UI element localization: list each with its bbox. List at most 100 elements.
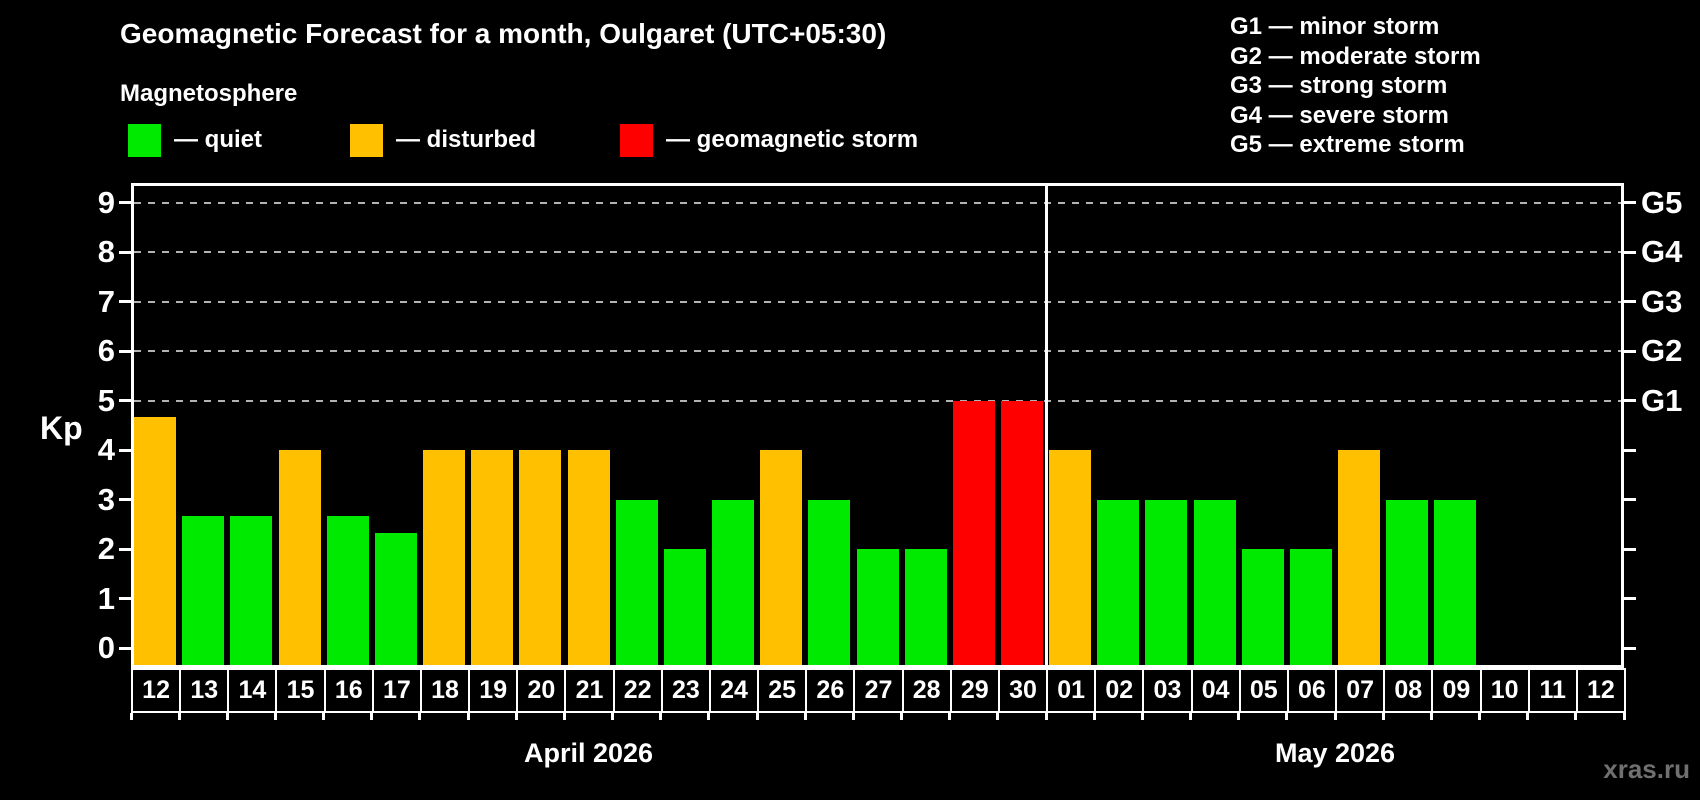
y-tick-label-9: 9 bbox=[97, 184, 115, 220]
y-tick-label-2: 2 bbox=[97, 531, 115, 567]
kp-bar-day-15 bbox=[278, 450, 321, 668]
kp-bar-day-28 bbox=[904, 549, 947, 668]
g-axis-tick-1 bbox=[1624, 597, 1636, 601]
day-label-07: 07 bbox=[1335, 668, 1386, 713]
g-legend-line-g5: G5 — extreme storm bbox=[1230, 131, 1465, 158]
g-axis-label-g1: G1 bbox=[1641, 382, 1683, 418]
y-tick-label-1: 1 bbox=[97, 580, 115, 616]
day-label-13: 13 bbox=[179, 668, 230, 713]
g-axis-tick-4 bbox=[1624, 448, 1636, 452]
kp-bar-day-01 bbox=[1049, 450, 1092, 668]
kp-bar-day-08 bbox=[1386, 499, 1429, 668]
g-axis-tick-3 bbox=[1624, 498, 1636, 502]
day-boundary-tick bbox=[755, 713, 759, 720]
kp-bar-day-07 bbox=[1338, 450, 1381, 668]
day-boundary-tick bbox=[851, 713, 855, 720]
day-label-row: 12 13 14 15 16 17 18 19 20 21 22 23 24 25 26 27 28 29 30 01… bbox=[131, 668, 1626, 713]
gridline-kp-5 bbox=[134, 399, 1621, 402]
day-label-18: 18 bbox=[419, 668, 471, 713]
g-legend-line-g3: G3 — strong storm bbox=[1230, 72, 1448, 99]
day-label-11: 11 bbox=[1527, 668, 1578, 713]
y-tick-label-8: 8 bbox=[97, 234, 115, 270]
g-axis-tick-9 bbox=[1624, 201, 1636, 205]
kp-bar-day-19 bbox=[471, 450, 514, 668]
g-scale-legend: G1 — minor storm G2 — moderate storm G3 — … bbox=[1230, 12, 1481, 160]
kp-bar-day-27 bbox=[856, 549, 899, 668]
g-axis-label-g2: G2 bbox=[1641, 333, 1683, 369]
day-boundary-tick bbox=[273, 713, 277, 720]
g-legend-line-g4: G4 — severe storm bbox=[1230, 101, 1449, 129]
kp-bar-day-13 bbox=[182, 516, 225, 668]
day-label-29: 29 bbox=[949, 668, 1000, 713]
g-axis-tick-7 bbox=[1624, 300, 1636, 304]
day-boundary-tick bbox=[1478, 713, 1482, 720]
month-label-april: April 2026 bbox=[523, 738, 654, 768]
day-label-30: 30 bbox=[997, 668, 1049, 713]
day-boundary-tick bbox=[900, 713, 904, 720]
gridline-kp-8 bbox=[134, 251, 1621, 254]
kp-bar-day-30 bbox=[1000, 400, 1043, 668]
day-boundary-tick bbox=[1189, 713, 1193, 720]
day-label-12: 12 bbox=[131, 668, 182, 713]
chart-title: Geomagnetic Forecast for a month, Oulgar… bbox=[120, 18, 887, 49]
day-label-01: 01 bbox=[1046, 668, 1097, 713]
chart-subtitle: Magnetosphere bbox=[120, 80, 298, 107]
day-boundary-tick bbox=[129, 713, 133, 720]
legend-swatch-disturbed bbox=[350, 123, 383, 157]
day-label-16: 16 bbox=[323, 668, 374, 713]
kp-bar-day-17 bbox=[374, 532, 417, 668]
y-axis-label-kp: Kp bbox=[40, 410, 83, 446]
day-label-24: 24 bbox=[708, 668, 760, 713]
y-tick-label-6: 6 bbox=[97, 333, 115, 369]
day-boundary-tick bbox=[659, 713, 663, 720]
day-label-21: 21 bbox=[564, 668, 615, 713]
day-boundary-tick bbox=[1333, 713, 1337, 720]
day-label-22: 22 bbox=[612, 668, 663, 713]
day-label-02: 02 bbox=[1094, 668, 1145, 713]
g-axis-tick-2 bbox=[1624, 547, 1636, 551]
kp-bar-day-06 bbox=[1289, 549, 1332, 668]
plot-area bbox=[131, 183, 1624, 668]
day-boundary-tick bbox=[1140, 713, 1144, 720]
day-label-09: 09 bbox=[1431, 668, 1482, 713]
day-label-12: 12 bbox=[1575, 668, 1626, 713]
y-axis-tick-3 bbox=[119, 498, 131, 502]
kp-bar-day-02 bbox=[1097, 499, 1140, 668]
y-tick-label-5: 5 bbox=[97, 382, 115, 418]
day-boundary-tick bbox=[611, 713, 615, 720]
day-boundary-tick bbox=[1429, 713, 1433, 720]
day-label-06: 06 bbox=[1286, 668, 1338, 713]
g-axis-tick-0 bbox=[1624, 646, 1636, 650]
day-boundary-tick bbox=[1237, 713, 1241, 720]
gridline-kp-7 bbox=[134, 300, 1621, 303]
legend-item-storm: — geomagnetic storm bbox=[620, 122, 918, 158]
day-boundary-tick bbox=[514, 713, 518, 720]
day-label-19: 19 bbox=[468, 668, 519, 713]
day-boundary-tick bbox=[1285, 713, 1289, 720]
day-boundary-tick bbox=[1574, 713, 1578, 720]
day-label-20: 20 bbox=[516, 668, 567, 713]
day-boundary-tick bbox=[707, 713, 711, 720]
y-axis-tick-0 bbox=[119, 646, 131, 650]
kp-bar-day-20 bbox=[519, 450, 562, 668]
day-boundary-tick bbox=[225, 713, 229, 720]
y-axis-tick-4 bbox=[119, 448, 131, 452]
g-axis-label-g5: G5 bbox=[1641, 184, 1683, 220]
day-boundary-tick bbox=[562, 713, 566, 720]
day-label-15: 15 bbox=[275, 668, 326, 713]
kp-bar-day-12 bbox=[134, 417, 177, 668]
legend-label: — quiet bbox=[174, 126, 262, 153]
g-axis-label-g4: G4 bbox=[1641, 234, 1683, 270]
day-boundary-tick bbox=[418, 713, 422, 720]
kp-bar-day-21 bbox=[567, 450, 610, 668]
kp-bar-day-18 bbox=[423, 450, 466, 668]
legend-item-disturbed: — disturbed bbox=[350, 122, 536, 158]
day-label-27: 27 bbox=[853, 668, 904, 713]
y-tick-label-7: 7 bbox=[97, 283, 115, 319]
kp-bar-day-16 bbox=[326, 516, 369, 668]
day-boundary-tick bbox=[948, 713, 952, 720]
day-boundary-tick bbox=[370, 713, 374, 720]
day-label-17: 17 bbox=[371, 668, 422, 713]
day-label-04: 04 bbox=[1190, 668, 1241, 713]
